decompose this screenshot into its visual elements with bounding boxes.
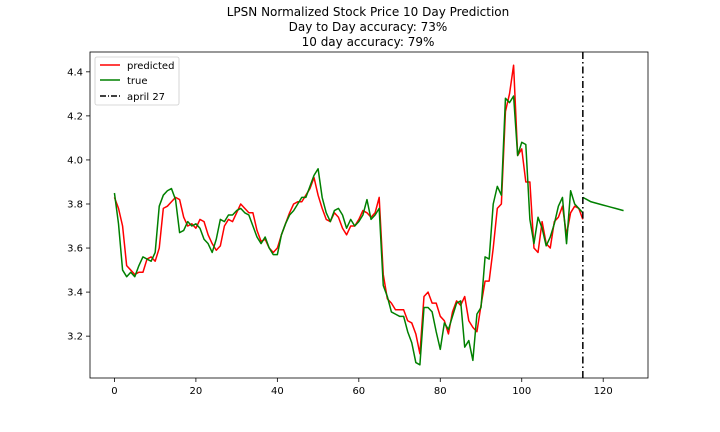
y-tick-label: 3.8 bbox=[67, 199, 83, 210]
chart-title-line-1: LPSN Normalized Stock Price 10 Day Predi… bbox=[227, 5, 510, 19]
legend-label-april-27: april 27 bbox=[127, 92, 165, 103]
legend-label-true: true bbox=[127, 76, 148, 87]
legend-label-predicted: predicted bbox=[127, 61, 174, 72]
x-axis: 0 20 40 60 80 100 120 bbox=[111, 378, 613, 397]
legend-box bbox=[94, 56, 180, 106]
y-tick-label: 3.6 bbox=[67, 244, 83, 255]
y-tick-label: 4.0 bbox=[67, 155, 83, 166]
x-tick-label: 80 bbox=[434, 386, 447, 397]
x-tick-label: 40 bbox=[271, 386, 284, 397]
legend: predicted true april 27 bbox=[94, 56, 180, 106]
chart-title-line-3: 10 day accuracy: 79% bbox=[302, 35, 435, 49]
x-tick-label: 0 bbox=[111, 386, 117, 397]
x-tick-label: 100 bbox=[512, 386, 531, 397]
y-tick-label: 3.4 bbox=[67, 288, 83, 299]
series-line-true-forecast bbox=[582, 196, 624, 212]
chart-title-line-2: Day to Day accuracy: 73% bbox=[289, 20, 448, 34]
x-tick-label: 20 bbox=[190, 386, 203, 397]
x-tick-label: 120 bbox=[594, 386, 613, 397]
series-layer bbox=[113, 52, 624, 378]
series-line-true bbox=[113, 95, 584, 366]
x-tick-label: 60 bbox=[352, 386, 365, 397]
y-tick-label: 4.4 bbox=[67, 67, 83, 78]
y-tick-label: 4.2 bbox=[67, 111, 83, 122]
plot-frame bbox=[89, 51, 649, 379]
y-axis: 3.2 3.4 3.6 3.8 4.0 4.2 4.4 bbox=[67, 67, 90, 343]
chart-title: LPSN Normalized Stock Price 10 Day Predi… bbox=[227, 5, 510, 49]
y-tick-label: 3.2 bbox=[67, 332, 83, 343]
